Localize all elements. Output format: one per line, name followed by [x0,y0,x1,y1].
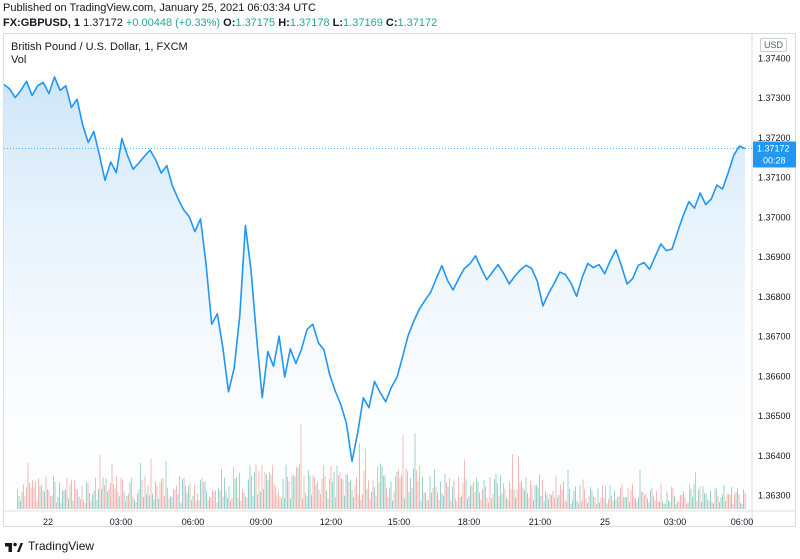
y-tick-label: 1.37100 [758,173,791,183]
x-tick-label: 03:00 [664,517,687,527]
x-tick-label: 25 [600,517,610,527]
close-label: C: [385,17,398,29]
x-tick-label: 15:00 [388,517,411,527]
last-price-badge-value: 1.37172 [757,143,790,153]
price-area-fill [4,76,745,512]
symbol-label: FX:GBPUSD, 1 [3,17,81,29]
chart-header: Published on TradingView.com, January 25… [3,1,793,30]
open-label: O: [223,17,236,29]
price-change: +0.00448 (+0.33%) [125,17,221,29]
y-tick-label: 1.37200 [758,133,791,143]
x-tick-label: 21:00 [529,517,552,527]
x-tick-label: 09:00 [250,517,273,527]
volume-label: Vol [11,54,27,66]
bar-countdown: 00:28 [763,155,786,165]
currency-badge[interactable]: USD [760,38,788,52]
ohlc-line: FX:GBPUSD, 1 1.37172 +0.00448 (+0.33%) O… [3,16,793,30]
x-tick-label: 06:00 [731,517,754,527]
y-tick-label: 1.36500 [758,411,791,421]
footer: TradingView [5,538,94,554]
last-price-badge [753,141,796,168]
high-label: H: [278,17,290,29]
x-tick-label: 22 [43,517,53,527]
y-tick-label: 1.37400 [758,53,791,63]
x-tick-label: 12:00 [320,517,343,527]
chart-title: British Pound / U.S. Dollar, 1, FXCM [11,41,188,53]
x-tick-label: 18:00 [458,517,481,527]
y-tick-label: 1.36700 [758,332,791,342]
published-line: Published on TradingView.com, January 25… [3,2,316,14]
footer-brand: TradingView [28,539,95,553]
close-value: 1.37172 [397,17,438,29]
high-value: 1.37178 [289,17,330,29]
y-tick-label: 1.36900 [758,252,791,262]
low-label: L: [332,17,344,29]
price-line[interactable] [3,76,746,463]
last-price: 1.37172 [83,17,123,29]
y-tick-label: 1.37000 [758,212,791,222]
y-tick-label: 1.37300 [758,93,791,103]
x-tick-label: 03:00 [110,517,133,527]
y-tick-label: 1.36600 [758,371,791,381]
open-value: 1.37175 [235,17,276,29]
x-tick-label: 06:00 [182,517,205,527]
chart-pane[interactable] [3,33,796,527]
y-tick-label: 1.36300 [758,491,791,501]
low-value: 1.37169 [343,17,383,29]
tradingview-logo-icon [5,542,23,552]
y-tick-label: 1.36400 [758,451,791,461]
y-tick-label: 1.36800 [758,292,791,302]
